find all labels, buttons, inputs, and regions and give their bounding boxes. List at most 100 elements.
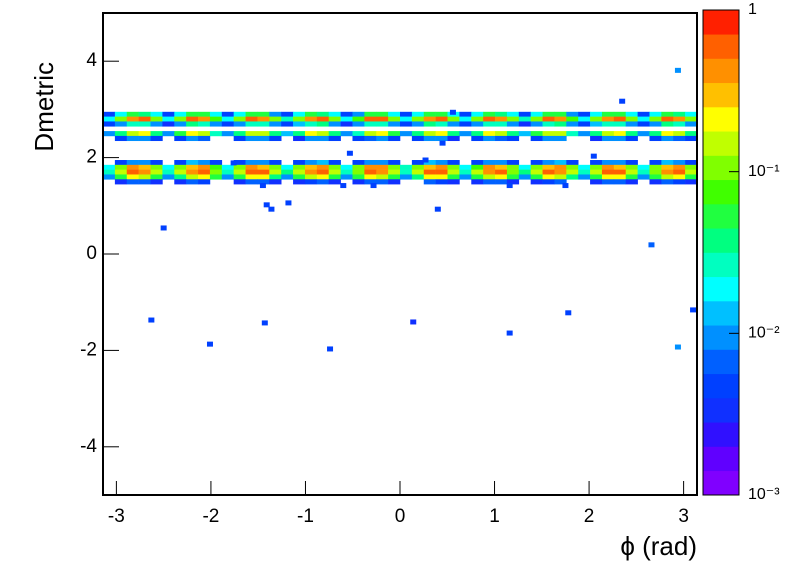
x-tick-label: -3 xyxy=(108,506,125,527)
cell xyxy=(673,164,686,170)
colorbar-tick-label: 10⁻¹ xyxy=(748,163,780,180)
cell xyxy=(304,169,318,175)
cell xyxy=(150,135,163,142)
cell xyxy=(471,111,484,117)
cell xyxy=(162,121,175,127)
cell xyxy=(364,111,377,117)
cell xyxy=(304,116,318,122)
cell xyxy=(388,174,401,180)
cell xyxy=(447,135,460,142)
cell xyxy=(649,135,662,142)
cell xyxy=(328,111,341,117)
cell xyxy=(435,179,448,185)
cell xyxy=(435,164,448,170)
cell xyxy=(542,111,555,117)
cell xyxy=(233,131,246,137)
cell xyxy=(471,174,484,180)
cell xyxy=(150,116,163,122)
cell xyxy=(685,111,698,117)
cell xyxy=(269,116,282,122)
cell xyxy=(649,160,662,166)
cell xyxy=(649,116,662,122)
cell xyxy=(625,164,638,170)
cell xyxy=(447,131,460,137)
cell xyxy=(447,160,460,166)
cell xyxy=(103,131,116,137)
cell xyxy=(370,183,377,189)
cell xyxy=(269,111,282,117)
cell xyxy=(566,164,579,170)
cell xyxy=(673,135,686,142)
cell xyxy=(613,160,627,166)
cell xyxy=(506,135,520,142)
cell xyxy=(304,111,318,117)
cell xyxy=(625,174,638,180)
cell xyxy=(138,164,151,170)
cell xyxy=(162,169,175,175)
cell xyxy=(186,135,199,142)
cell xyxy=(554,121,567,127)
cell xyxy=(198,131,211,137)
cell xyxy=(257,174,270,180)
cell xyxy=(601,111,615,117)
cell xyxy=(661,111,674,117)
cell xyxy=(209,160,223,166)
cell xyxy=(661,164,674,170)
cell xyxy=(411,111,425,117)
cell xyxy=(126,174,139,180)
cell xyxy=(673,160,686,166)
cell xyxy=(483,121,496,127)
cell xyxy=(209,169,223,175)
cell xyxy=(506,116,520,122)
cell xyxy=(673,174,686,180)
cell xyxy=(601,116,615,122)
cell xyxy=(471,131,484,137)
cell xyxy=(518,164,531,170)
cell xyxy=(673,179,686,185)
cell xyxy=(542,135,555,142)
cell xyxy=(174,174,187,180)
cell xyxy=(685,121,698,127)
cell xyxy=(625,179,638,185)
cell xyxy=(530,160,543,166)
cell xyxy=(483,179,496,185)
cell xyxy=(400,164,413,170)
cell xyxy=(601,174,615,180)
cell xyxy=(209,164,223,170)
cell xyxy=(625,116,638,122)
cell xyxy=(674,344,681,350)
cell xyxy=(554,169,567,175)
y-tick-label: 4 xyxy=(86,50,97,71)
cell xyxy=(495,131,508,137)
cell xyxy=(554,131,567,137)
cell xyxy=(530,174,543,180)
cell xyxy=(542,116,555,122)
colorbar-step xyxy=(703,10,739,35)
cell xyxy=(230,160,237,166)
cell xyxy=(209,174,223,180)
cell xyxy=(364,121,377,127)
cell xyxy=(316,169,330,175)
cell xyxy=(530,179,543,185)
cell xyxy=(435,174,448,180)
cell xyxy=(174,111,187,117)
cell xyxy=(316,164,330,170)
cell xyxy=(423,111,436,117)
cell xyxy=(447,179,460,185)
cell xyxy=(233,116,246,122)
cell xyxy=(506,164,520,170)
cell xyxy=(554,174,567,180)
cell xyxy=(198,121,211,127)
cell xyxy=(506,131,520,137)
cell xyxy=(257,121,270,127)
colorbar-step xyxy=(703,373,739,399)
cell xyxy=(352,116,365,122)
cell xyxy=(447,121,460,127)
cell xyxy=(257,179,270,185)
cell xyxy=(661,160,674,166)
cell xyxy=(340,111,353,117)
cell xyxy=(352,164,365,170)
cell xyxy=(261,320,268,326)
cell xyxy=(613,174,627,180)
